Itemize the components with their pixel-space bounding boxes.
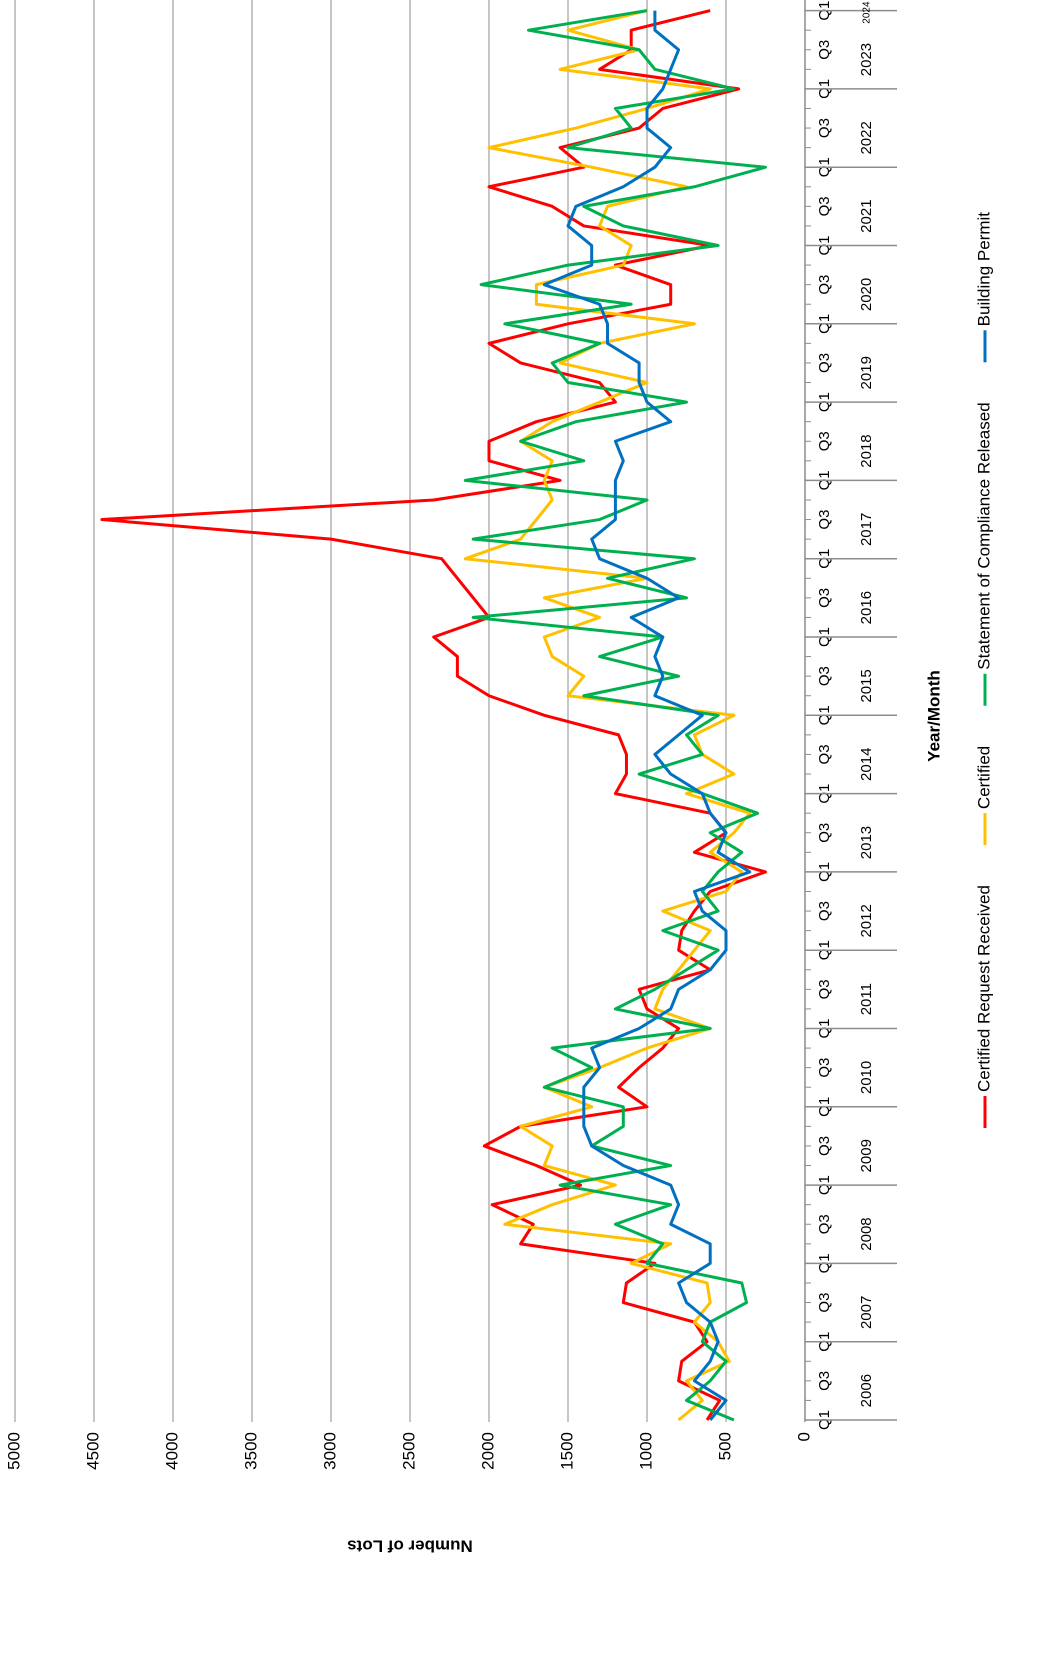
- legend-item: Statement of Compliance Released: [974, 402, 993, 706]
- y-tick-label: 3000: [320, 1432, 339, 1470]
- year-label: 2010: [858, 1061, 875, 1094]
- legend-label: Building Permit: [974, 212, 993, 327]
- x-tick-label: Q3: [816, 823, 833, 843]
- x-tick-label: Q3: [816, 1214, 833, 1234]
- year-label: 2021: [858, 199, 875, 232]
- year-label: 2015: [858, 669, 875, 702]
- year-label: 2020: [858, 278, 875, 311]
- year-label: 2011: [858, 983, 875, 1015]
- year-label: 2009: [858, 1139, 875, 1172]
- x-tick-label: Q3: [816, 979, 833, 999]
- year-label: 2014: [858, 748, 875, 781]
- year-label: 2006: [858, 1374, 875, 1407]
- x-tick-label: Q3: [816, 1293, 833, 1313]
- legend-item: Certified: [974, 746, 993, 846]
- legend-item: Building Permit: [974, 212, 993, 363]
- x-tick-label: Q3: [816, 1058, 833, 1078]
- legend-label: Certified: [974, 746, 993, 809]
- x-tick-label: Q3: [816, 40, 833, 60]
- y-tick-label: 2000: [478, 1432, 497, 1470]
- x-tick-label: Q3: [816, 588, 833, 608]
- y-tick-label: 5000: [4, 1432, 23, 1470]
- legend-item: Certified Request Received: [974, 885, 993, 1129]
- x-tick-label: Q3: [816, 353, 833, 373]
- year-label: 2012: [858, 904, 875, 937]
- x-tick-label: Q3: [816, 118, 833, 138]
- y-tick-label: 1500: [557, 1432, 576, 1470]
- series-line: [463, 9, 767, 1422]
- x-tick-label: Q3: [816, 431, 833, 451]
- x-tick-label: Q3: [816, 666, 833, 686]
- y-tick-label: 2500: [399, 1432, 418, 1470]
- x-tick-label: Q3: [816, 510, 833, 530]
- series-line: [100, 9, 767, 1421]
- year-label: 2022: [858, 121, 875, 154]
- year-label: 2008: [858, 1217, 875, 1250]
- year-label: 2007: [858, 1296, 875, 1329]
- legend-label: Certified Request Received: [974, 885, 993, 1092]
- x-axis-title: Year/Month: [924, 670, 943, 762]
- year-label: 2023: [858, 43, 875, 76]
- year-label: 2024: [862, 1, 873, 24]
- legend-label: Statement of Compliance Released: [974, 402, 993, 669]
- y-axis-title: Number of Lots: [347, 1537, 473, 1556]
- rotated-chart: Number of Lots Year/Month 0 500 1000 1500 20…: [4, 0, 993, 1556]
- year-label: 2013: [858, 826, 875, 859]
- y-tick-label: 500: [715, 1432, 734, 1460]
- x-tick-label: Q3: [816, 744, 833, 764]
- x-tick-label: Q3: [816, 901, 833, 921]
- series-line: [463, 9, 752, 1422]
- y-tick-label: 4500: [83, 1432, 102, 1470]
- series-line: [542, 10, 752, 1421]
- year-label: 2018: [858, 434, 875, 467]
- year-label: 2016: [858, 591, 875, 624]
- x-tick-label: Q3: [816, 196, 833, 216]
- y-tick-label: 4000: [162, 1432, 181, 1470]
- x-tick-label: Q3: [816, 1136, 833, 1156]
- x-tick-label: Q3: [816, 275, 833, 295]
- y-tick-label: 1000: [636, 1432, 655, 1470]
- y-tick-label: 0: [794, 1432, 813, 1441]
- x-tick-label: Q3: [816, 1371, 833, 1391]
- year-label: 2017: [858, 513, 875, 546]
- y-tick-label: 3500: [241, 1432, 260, 1470]
- year-label: 2019: [858, 356, 875, 389]
